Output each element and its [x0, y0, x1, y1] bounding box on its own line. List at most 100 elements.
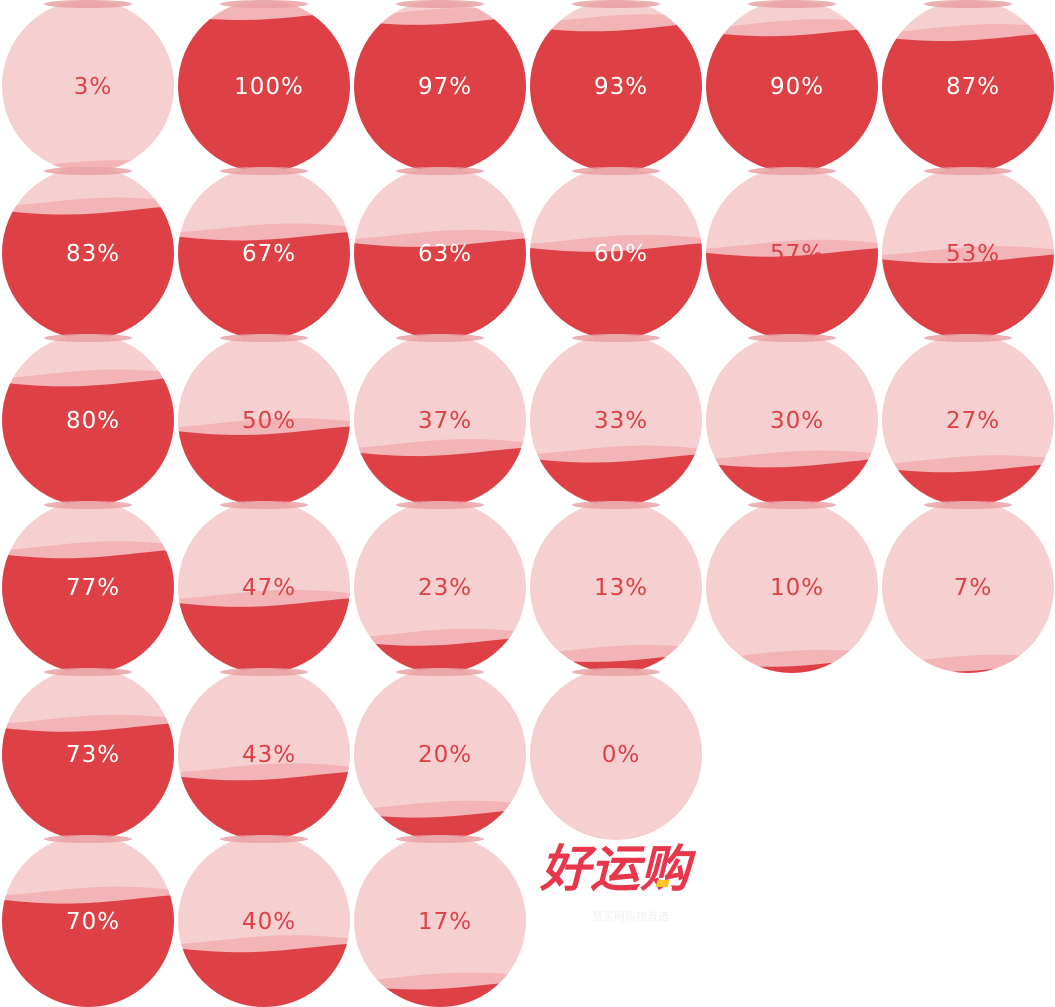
percent-label: 23%: [418, 575, 472, 601]
progress-bubble: 87%: [882, 0, 1054, 172]
bubble-rim: [220, 334, 308, 342]
progress-bubble: 57%: [706, 167, 878, 339]
bubble-rim: [396, 835, 484, 843]
logo-subtitle: 慧买网购物首选: [592, 909, 669, 923]
progress-bubble: 37%: [354, 334, 526, 506]
liquid-fill: [178, 772, 350, 840]
liquid-fill: [178, 426, 350, 506]
bubble-rim: [396, 501, 484, 509]
percent-label: 60%: [594, 241, 648, 267]
percent-label: 47%: [242, 575, 296, 601]
bubble-rim: [44, 334, 132, 342]
progress-bubble: 17%: [354, 835, 526, 1007]
bubble-rim: [220, 0, 308, 8]
percent-label: 87%: [946, 74, 1000, 100]
progress-bubble: 53%: [882, 167, 1054, 339]
progress-bubble: 77%: [2, 501, 174, 673]
progress-bubble: 93%: [530, 0, 702, 172]
percent-label: 43%: [242, 742, 296, 768]
percent-label: 100%: [234, 74, 304, 100]
liquid-fill: [882, 32, 1054, 172]
bubble-rim: [220, 167, 308, 175]
bubble-rim: [220, 835, 308, 843]
progress-bubble: 10%: [706, 501, 878, 673]
percent-label: 27%: [946, 408, 1000, 434]
percent-label: 77%: [66, 575, 120, 601]
progress-bubble: 23%: [354, 501, 526, 673]
bubble-rim: [220, 668, 308, 676]
percent-label: 33%: [594, 408, 648, 434]
liquid-fill: [178, 944, 350, 1007]
bubble-rim: [44, 167, 132, 175]
percent-label: 53%: [946, 241, 1000, 267]
liquid-fill: [2, 723, 174, 840]
percent-label: 90%: [770, 74, 824, 100]
bubble-rim: [748, 167, 836, 175]
bubble-rim: [748, 501, 836, 509]
logo: 好运购 慧买网购物首选: [520, 826, 790, 936]
progress-bubble: 70%: [2, 835, 174, 1007]
percent-label: 57%: [770, 241, 824, 267]
bubble-rim: [572, 0, 660, 8]
progress-bubble: 13%: [530, 501, 702, 673]
progress-bubble: 7%: [882, 501, 1054, 673]
bubble-rim: [572, 668, 660, 676]
liquid-fill: [178, 598, 350, 673]
bubble-rim: [924, 0, 1012, 8]
progress-bubble: 63%: [354, 167, 526, 339]
bubble-rim: [748, 334, 836, 342]
progress-bubble: 0%: [530, 668, 702, 840]
percent-label: 3%: [74, 74, 113, 100]
progress-bubble: 33%: [530, 334, 702, 506]
percent-label: 83%: [66, 241, 120, 267]
bubble-rim: [44, 668, 132, 676]
progress-bubble: 40%: [178, 835, 350, 1007]
bubble-rim: [572, 334, 660, 342]
percent-label: 10%: [770, 575, 824, 601]
progress-bubble: 27%: [882, 334, 1054, 506]
progress-bubble: 47%: [178, 501, 350, 673]
liquid-fill: [2, 206, 174, 339]
percent-label: 30%: [770, 408, 824, 434]
progress-bubble: 100%: [178, 0, 350, 172]
liquid-fill: [2, 550, 174, 673]
progress-bubble: 20%: [354, 668, 526, 840]
percent-label: 0%: [602, 742, 641, 768]
logo-title: 好运购: [539, 840, 697, 898]
bubble-rim: [220, 501, 308, 509]
bubble-rim: [44, 835, 132, 843]
progress-bubble: 73%: [2, 668, 174, 840]
bubble-rim: [924, 334, 1012, 342]
percent-label: 63%: [418, 241, 472, 267]
bubble-rim: [396, 0, 484, 8]
percent-label: 70%: [66, 909, 120, 935]
bubble-rim: [924, 167, 1012, 175]
liquid-fill: [2, 378, 174, 506]
progress-bubble: 43%: [178, 668, 350, 840]
percent-label: 13%: [594, 575, 648, 601]
progress-bubble: 67%: [178, 167, 350, 339]
bubble-rim: [44, 0, 132, 8]
progress-bubble: 97%: [354, 0, 526, 172]
percent-label: 97%: [418, 74, 472, 100]
liquid-fill: [354, 447, 526, 506]
percent-label: 73%: [66, 742, 120, 768]
progress-bubble: 3%: [2, 0, 174, 172]
percent-label: 67%: [242, 241, 296, 267]
percent-label: 40%: [242, 909, 296, 935]
percent-label: 80%: [66, 408, 120, 434]
percent-label: 7%: [954, 575, 993, 601]
percent-label: 20%: [418, 742, 472, 768]
progress-bubble: 90%: [706, 0, 878, 172]
progress-bubble: 30%: [706, 334, 878, 506]
bubble-rim: [572, 501, 660, 509]
percent-label: 37%: [418, 408, 472, 434]
progress-bubble: 83%: [2, 167, 174, 339]
bubble-rim: [924, 501, 1012, 509]
progress-bubble: 50%: [178, 334, 350, 506]
bubble-rim: [572, 167, 660, 175]
bubble-rim: [396, 668, 484, 676]
logo-accent-mark: [656, 880, 670, 887]
percent-label: 93%: [594, 74, 648, 100]
percent-label: 17%: [418, 909, 472, 935]
